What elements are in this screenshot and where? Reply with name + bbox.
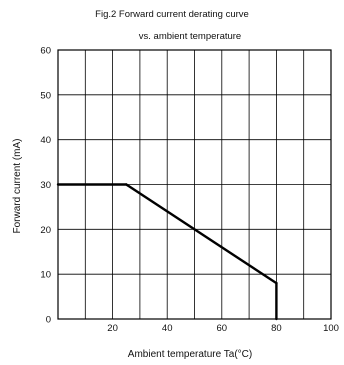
data-point-0-0 <box>56 183 60 186</box>
data-point-0-2 <box>275 281 278 285</box>
y-tick-label-2: 20 <box>40 225 51 236</box>
y-tick-label-5: 50 <box>40 90 51 101</box>
y-tick-label-6: 60 <box>40 46 51 57</box>
data-point-0-1 <box>125 183 128 186</box>
y-tick-labels: 0 10 20 30 40 50 60 <box>40 46 51 326</box>
series-layer <box>56 183 278 321</box>
chart-title: Fig.2 Forward current derating curve <box>95 9 249 20</box>
x-tick-label-1: 40 <box>162 323 173 334</box>
y-tick-label-1: 10 <box>40 270 51 281</box>
x-tick-label-2: 60 <box>217 323 228 334</box>
derating-line-0 <box>58 183 278 319</box>
x-axis-label: Ambient temperature Ta(°C) <box>128 349 252 360</box>
y-tick-label-3: 30 <box>40 180 51 191</box>
x-tick-label-3: 80 <box>271 323 282 334</box>
y-axis-label: Forward current (mA) <box>12 138 23 233</box>
y-tick-label-0: 0 <box>46 315 51 326</box>
y-tick-label-4: 40 <box>40 135 51 146</box>
x-tick-label-4: 100 <box>323 323 339 334</box>
chart-subtitle: vs. ambient temperature <box>139 31 241 42</box>
x-tick-labels: 20 40 60 80 100 <box>107 323 339 334</box>
x-tick-label-0: 20 <box>107 323 118 334</box>
data-point-0-3 <box>275 317 278 321</box>
